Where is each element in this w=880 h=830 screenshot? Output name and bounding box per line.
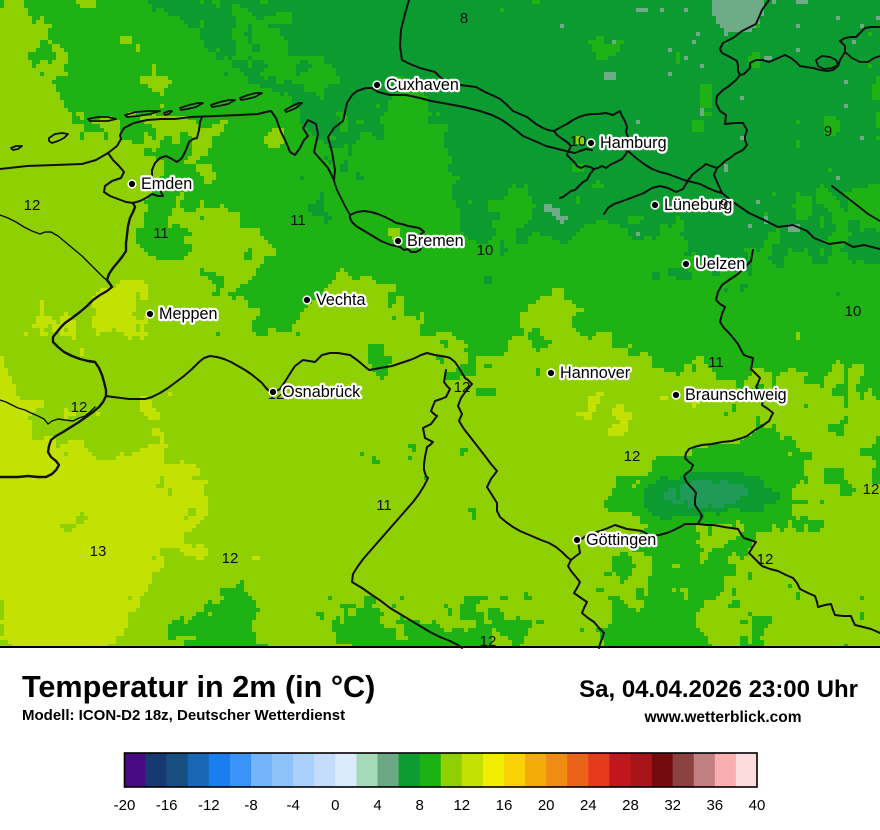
svg-text:Hannover: Hannover [560,364,631,382]
svg-text:-8: -8 [244,797,257,814]
svg-text:Osnabrück: Osnabrück [282,383,361,401]
svg-text:Meppen: Meppen [159,305,218,323]
svg-text:20: 20 [538,797,555,814]
svg-text:4: 4 [373,797,381,814]
svg-text:Hannover: Hannover [560,364,631,382]
svg-text:9: 9 [720,196,728,213]
svg-text:Uelzen: Uelzen [695,255,745,273]
svg-text:11: 11 [376,497,392,514]
svg-text:12: 12 [624,448,641,465]
svg-text:10: 10 [477,242,494,259]
svg-text:Emden: Emden [141,175,192,193]
svg-text:Uelzen: Uelzen [695,255,745,273]
svg-text:28: 28 [622,797,639,814]
svg-text:Lüneburg: Lüneburg [664,196,732,214]
svg-text:Braunschweig: Braunschweig [685,386,787,404]
svg-text:12: 12 [71,399,88,416]
svg-text:40: 40 [749,797,766,814]
svg-text:Vechta: Vechta [316,291,366,309]
svg-text:Bremen: Bremen [407,232,464,250]
svg-text:8: 8 [416,797,424,814]
svg-text:36: 36 [706,797,723,814]
svg-text:Cuxhaven: Cuxhaven [386,76,459,94]
svg-text:Braunschweig: Braunschweig [685,386,787,404]
svg-text:10: 10 [570,133,587,150]
svg-text:8: 8 [460,10,468,27]
svg-text:-4: -4 [287,797,300,814]
svg-text:9: 9 [824,123,832,140]
svg-text:0: 0 [331,797,339,814]
svg-text:Bremen: Bremen [407,232,464,250]
svg-text:10: 10 [845,303,862,320]
svg-text:12: 12 [454,379,471,396]
svg-text:Göttingen: Göttingen [586,531,656,549]
svg-text:12: 12 [24,197,41,214]
svg-text:12: 12 [453,797,470,814]
svg-text:12: 12 [480,633,497,650]
svg-text:Osnabrück: Osnabrück [282,383,361,401]
svg-text:16: 16 [496,797,513,814]
svg-text:Lüneburg: Lüneburg [664,196,732,214]
svg-text:Hamburg: Hamburg [600,134,667,152]
svg-text:12: 12 [757,551,774,568]
svg-text:13: 13 [90,543,107,560]
svg-text:-12: -12 [198,797,220,814]
svg-text:32: 32 [664,797,681,814]
svg-text:11: 11 [153,225,169,242]
svg-text:Meppen: Meppen [159,305,218,323]
svg-text:Göttingen: Göttingen [586,531,656,549]
svg-text:24: 24 [580,797,597,814]
svg-text:Emden: Emden [141,175,192,193]
svg-text:-16: -16 [156,797,178,814]
svg-text:11: 11 [708,354,724,371]
svg-text:12: 12 [222,550,239,567]
svg-text:11: 11 [290,212,306,229]
svg-text:-20: -20 [114,797,136,814]
svg-text:Cuxhaven: Cuxhaven [386,76,459,94]
svg-text:Hamburg: Hamburg [600,134,667,152]
svg-text:12: 12 [863,481,880,498]
svg-text:Vechta: Vechta [316,291,366,309]
